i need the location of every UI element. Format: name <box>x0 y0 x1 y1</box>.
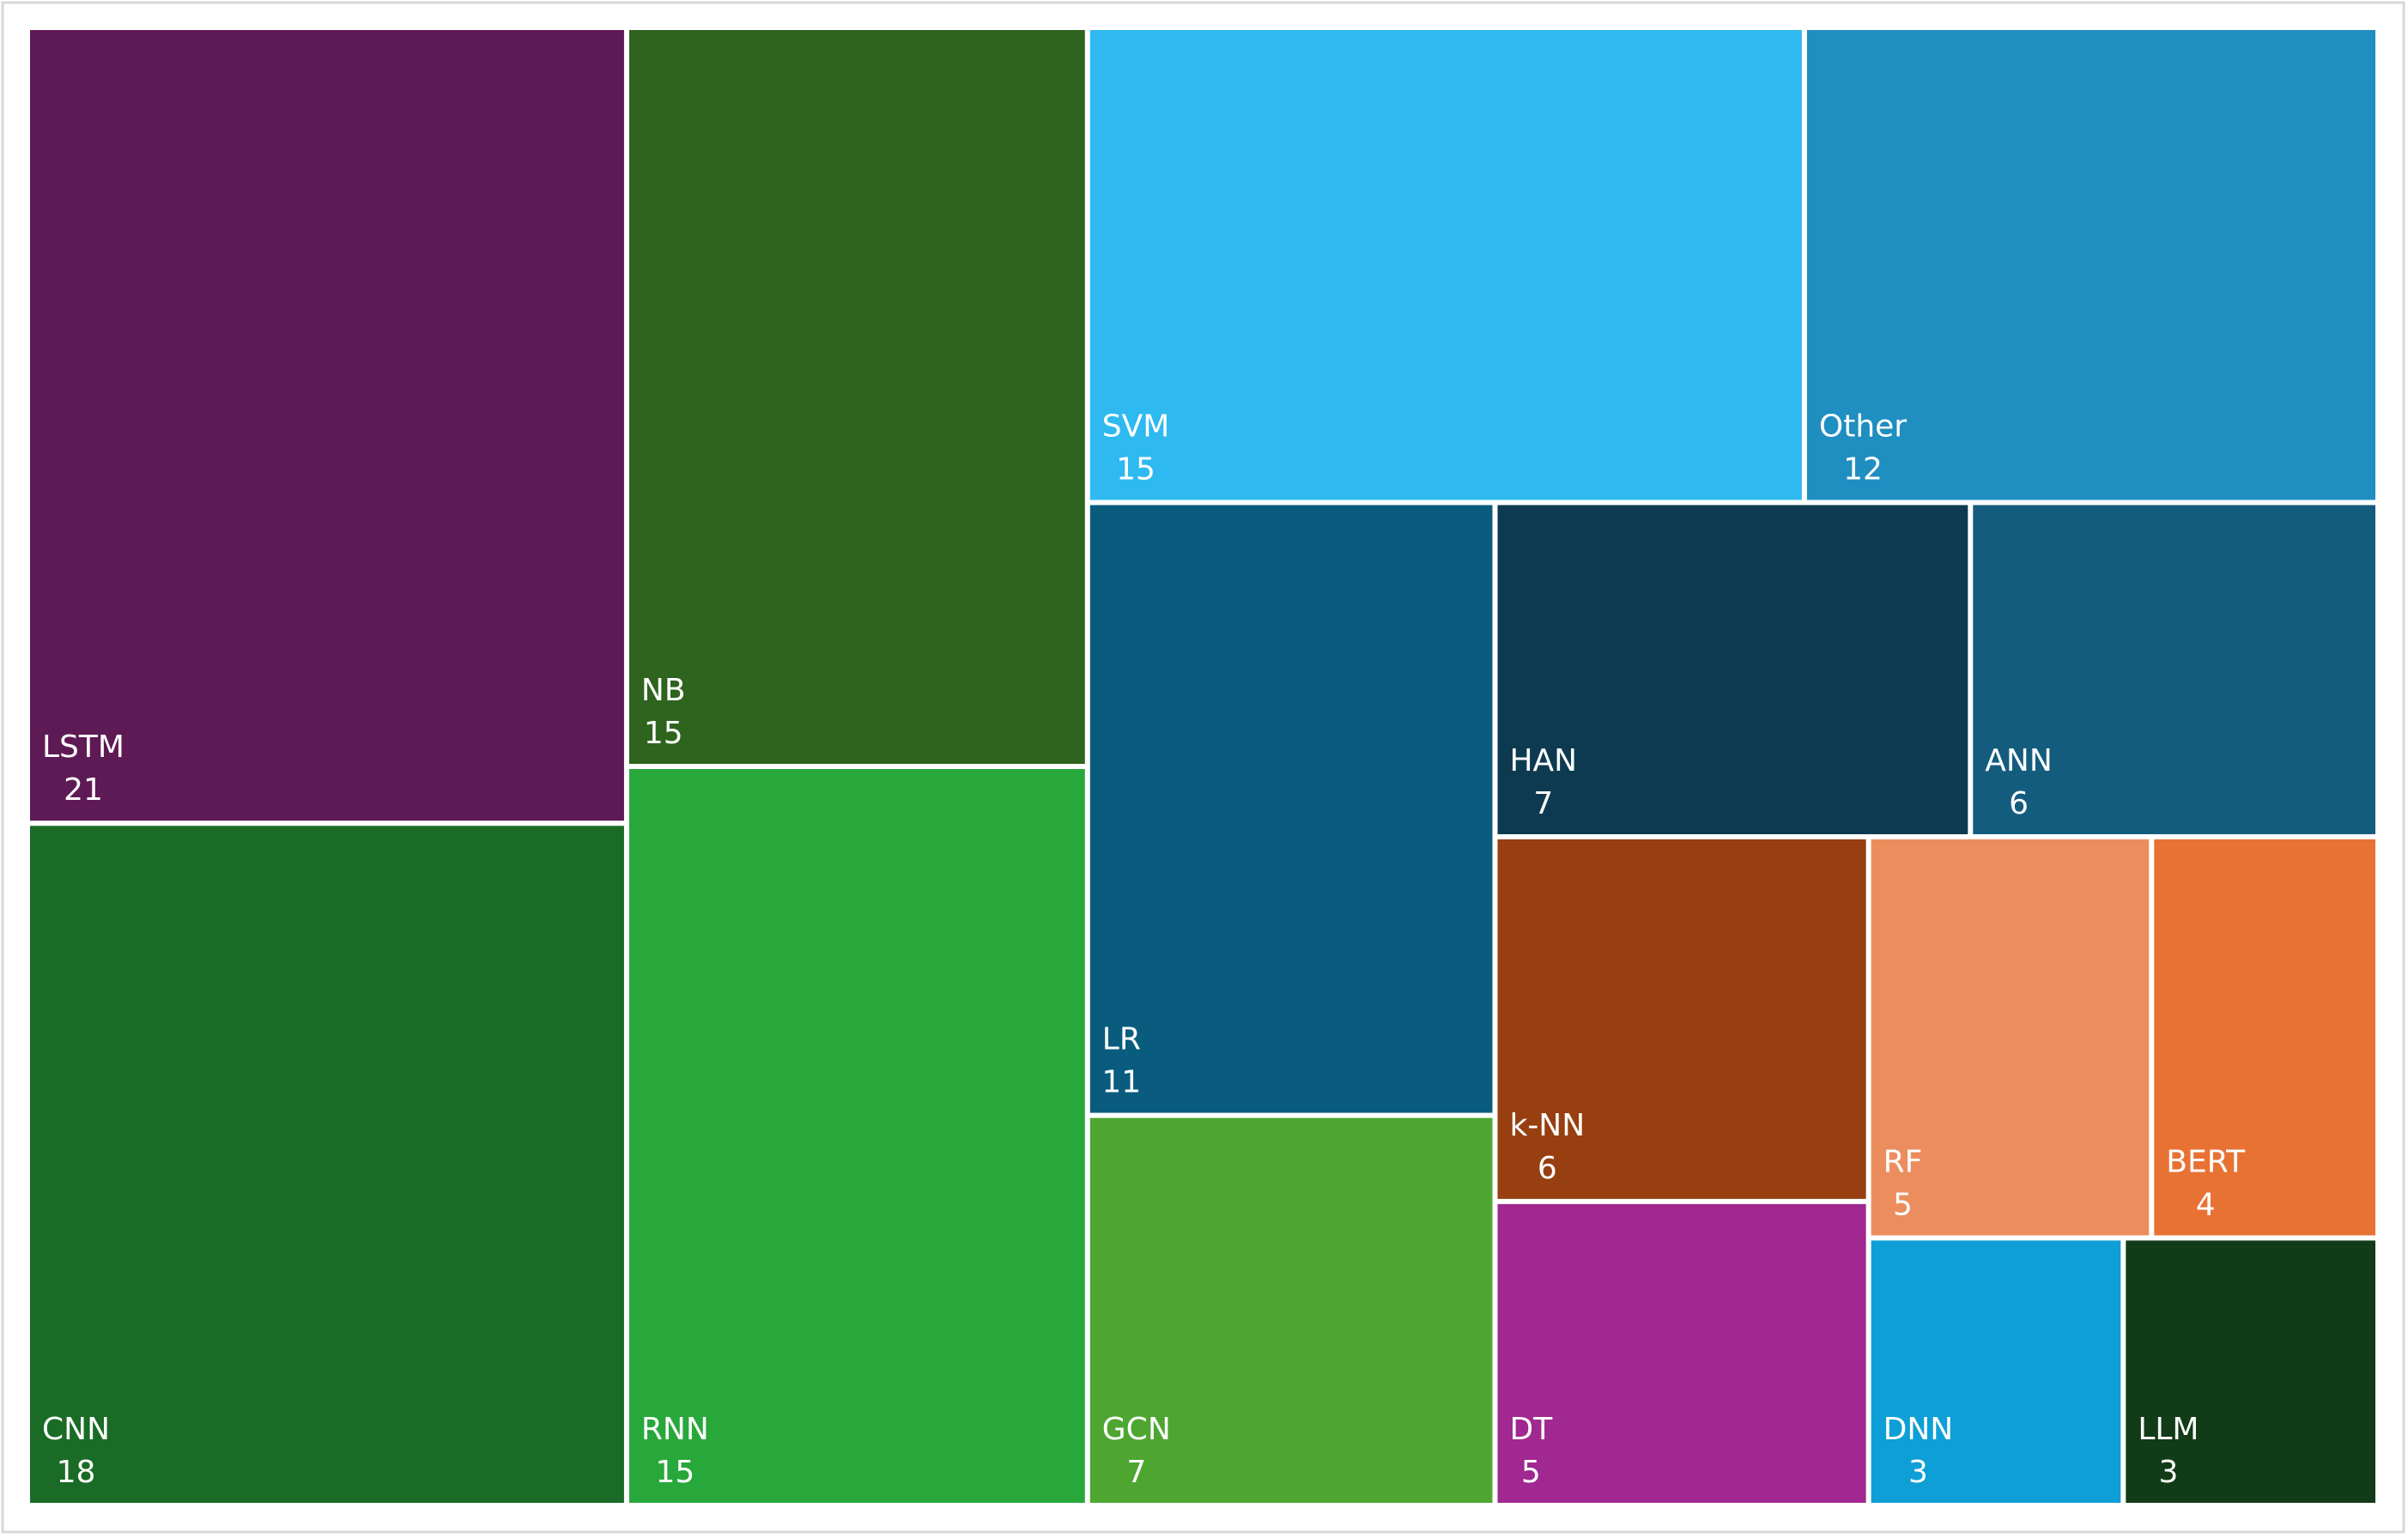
tile <box>2154 839 2375 1236</box>
tile <box>1497 839 1866 1199</box>
tile-value: 15 <box>1116 452 1155 487</box>
tile <box>1089 505 1493 1113</box>
tile <box>2126 1240 2375 1503</box>
tile-value: 3 <box>1908 1455 1928 1490</box>
tile-value: 11 <box>1101 1065 1141 1100</box>
tile <box>1497 1203 1866 1503</box>
tile-value: 5 <box>1521 1455 1541 1490</box>
tile <box>1871 839 2150 1236</box>
tile-value: 7 <box>1533 786 1553 821</box>
tile-label: GCN <box>1102 1412 1171 1447</box>
tile-value: 7 <box>1126 1455 1146 1490</box>
tile-label: RNN <box>641 1412 709 1447</box>
tile-value: 15 <box>644 716 683 751</box>
tile <box>30 30 624 821</box>
tile-label: DNN <box>1883 1412 1954 1447</box>
tile-label: ANN <box>1985 743 2053 778</box>
tile-label: Other <box>1819 409 1907 445</box>
tile-label: HAN <box>1509 743 1577 778</box>
tile-label: BERT <box>2166 1144 2246 1179</box>
tile-value: 5 <box>1893 1187 1913 1222</box>
tile-value: 3 <box>2158 1455 2178 1490</box>
tile-label: NB <box>641 673 686 708</box>
tile-value: 15 <box>655 1455 694 1490</box>
tile-value: 12 <box>1843 452 1883 487</box>
tile-label: LLM <box>2138 1412 2199 1447</box>
tile <box>1973 505 2375 834</box>
tile <box>30 826 624 1503</box>
tile-label: LSTM <box>42 730 124 765</box>
tile <box>1871 1240 2121 1503</box>
tile <box>1089 1117 1493 1503</box>
tile <box>628 769 1085 1503</box>
tile-value: 4 <box>2196 1187 2216 1222</box>
tile-label: k-NN <box>1509 1108 1585 1143</box>
tile-label: RF <box>1883 1144 1923 1179</box>
tile-value: 6 <box>1538 1151 1557 1186</box>
tile-label: CNN <box>42 1412 110 1447</box>
tile-value: 21 <box>64 772 103 808</box>
tile <box>1806 30 2375 500</box>
tile-label: LR <box>1102 1022 1141 1057</box>
tile-label: SVM <box>1102 409 1170 445</box>
tile-value: 18 <box>57 1455 96 1490</box>
tile <box>1497 505 1968 834</box>
tile <box>1089 30 1802 500</box>
tile-value: 6 <box>2009 786 2029 821</box>
tile <box>628 30 1085 764</box>
tile-label: DT <box>1509 1412 1553 1447</box>
